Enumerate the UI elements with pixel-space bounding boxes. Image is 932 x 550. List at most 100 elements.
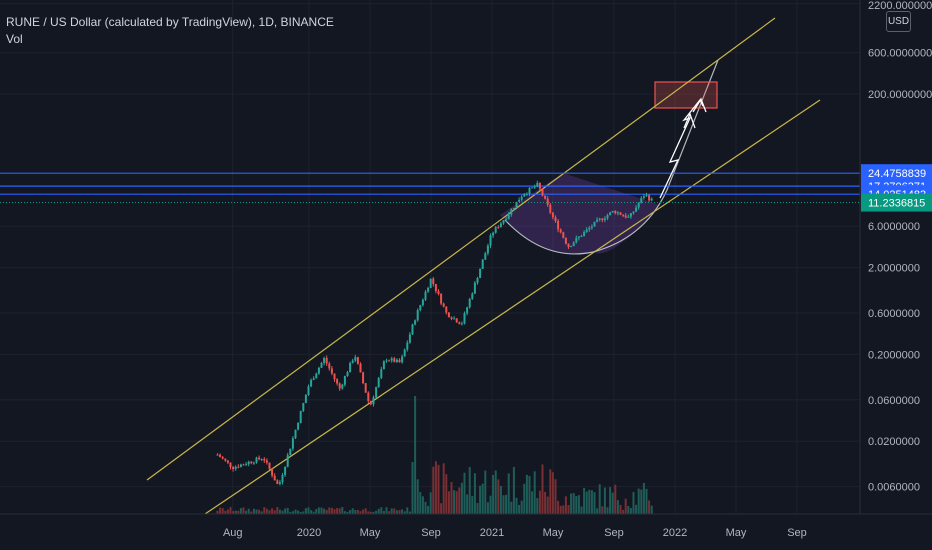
volume-bar — [232, 511, 235, 514]
volume-bar — [250, 511, 253, 514]
volume-bar — [455, 491, 458, 514]
volume-bar — [580, 506, 583, 514]
volume-bar — [382, 510, 385, 514]
candle-body — [317, 367, 320, 374]
volume-bar — [572, 493, 575, 514]
candle-body — [450, 317, 453, 319]
volume-bar — [492, 474, 495, 514]
volume-bar — [364, 508, 367, 514]
volume-bar — [601, 506, 604, 514]
volume-bar — [333, 509, 336, 514]
volume-bar — [273, 510, 276, 514]
candle-body — [252, 462, 255, 464]
candle-body — [268, 462, 271, 470]
volume-bar — [349, 510, 352, 514]
candle-body — [489, 235, 492, 246]
volume-bar — [533, 471, 536, 514]
time-tick-label: 2022 — [663, 527, 687, 539]
candle-body — [302, 403, 305, 412]
candle-body — [473, 282, 476, 294]
candle-body — [453, 318, 456, 320]
channel-upper-line[interactable] — [146, 17, 776, 481]
volume-bar — [546, 496, 549, 514]
volume-bar — [401, 509, 404, 514]
candle-body — [416, 310, 419, 321]
volume-bar — [367, 511, 370, 514]
candle-body — [310, 379, 313, 387]
candle-body — [289, 448, 292, 456]
volume-bar — [338, 508, 341, 514]
volume-bar — [429, 492, 432, 514]
candle-body — [515, 201, 518, 208]
volume-bar — [583, 487, 586, 514]
volume-bar — [489, 495, 492, 514]
candle-body — [333, 373, 336, 380]
candle-body — [356, 357, 359, 364]
candle-body — [479, 268, 482, 279]
candle-body — [583, 231, 586, 236]
time-axis[interactable]: Aug 2020 May Sep 2021 May Sep 2022 May Sep — [223, 527, 807, 539]
volume-bar — [507, 473, 510, 514]
volume-bars — [216, 396, 653, 514]
candle-body — [226, 460, 229, 463]
volume-bar — [406, 507, 409, 514]
candle-body — [507, 214, 510, 219]
volume-bar — [463, 472, 466, 514]
time-tick-label: May — [726, 527, 747, 539]
candle-body — [427, 287, 430, 292]
candle-body — [346, 372, 349, 377]
price-axis[interactable]: 2200.0000000 600.0000000 200.0000000 6.0000… — [868, 0, 932, 494]
candle-body — [455, 318, 458, 323]
candle-body — [645, 195, 648, 197]
candle-body — [557, 221, 560, 230]
candle-body — [596, 219, 599, 222]
price-tick-label: 200.0000000 — [868, 89, 932, 101]
volume-label[interactable]: Vol — [6, 32, 23, 46]
volume-bar — [284, 508, 287, 514]
volume-bar — [523, 483, 526, 514]
candle-body — [575, 237, 578, 243]
candle-body — [221, 457, 224, 459]
candle-body — [312, 378, 315, 380]
volume-bar — [320, 507, 323, 514]
time-tick-label: Aug — [223, 527, 243, 539]
volume-bar — [624, 498, 627, 514]
candle-body — [351, 360, 354, 363]
volume-bar — [611, 492, 614, 514]
candle-body — [523, 194, 526, 197]
volume-bar — [286, 507, 289, 514]
volume-bar — [499, 485, 502, 514]
volume-bar — [458, 487, 461, 514]
volume-bar — [538, 490, 541, 514]
volume-bar — [593, 492, 596, 514]
volume-bar — [216, 510, 219, 514]
candle-body — [390, 358, 393, 361]
volume-bar — [570, 493, 573, 514]
volume-bar — [343, 511, 346, 514]
volume-bar — [224, 510, 227, 514]
target-box[interactable] — [654, 81, 718, 109]
candle-body — [562, 232, 565, 238]
candle-body — [362, 372, 365, 384]
volume-bar — [354, 510, 357, 514]
currency-button[interactable]: USD — [886, 11, 911, 32]
candle-body — [531, 187, 534, 189]
candle-body — [559, 229, 562, 233]
candle-body — [242, 464, 245, 466]
candle-body — [263, 459, 266, 461]
candle-body — [408, 334, 411, 343]
volume-bar — [421, 496, 424, 514]
symbol-title[interactable]: RUNE / US Dollar (calculated by TradingV… — [6, 15, 334, 29]
volume-bar — [388, 511, 391, 514]
volume-bar — [494, 470, 497, 514]
candle-body — [414, 320, 417, 325]
candle-body — [520, 196, 523, 200]
candle-body — [510, 209, 513, 215]
volume-bar — [471, 495, 474, 514]
candle-body — [458, 322, 461, 325]
volume-bar — [395, 510, 398, 514]
channel-lower-line[interactable] — [204, 99, 821, 515]
price-tags: 24.475883917.370637114.025148311.2336815 — [861, 164, 932, 212]
price-tick-label: 2.0000000 — [868, 263, 920, 275]
